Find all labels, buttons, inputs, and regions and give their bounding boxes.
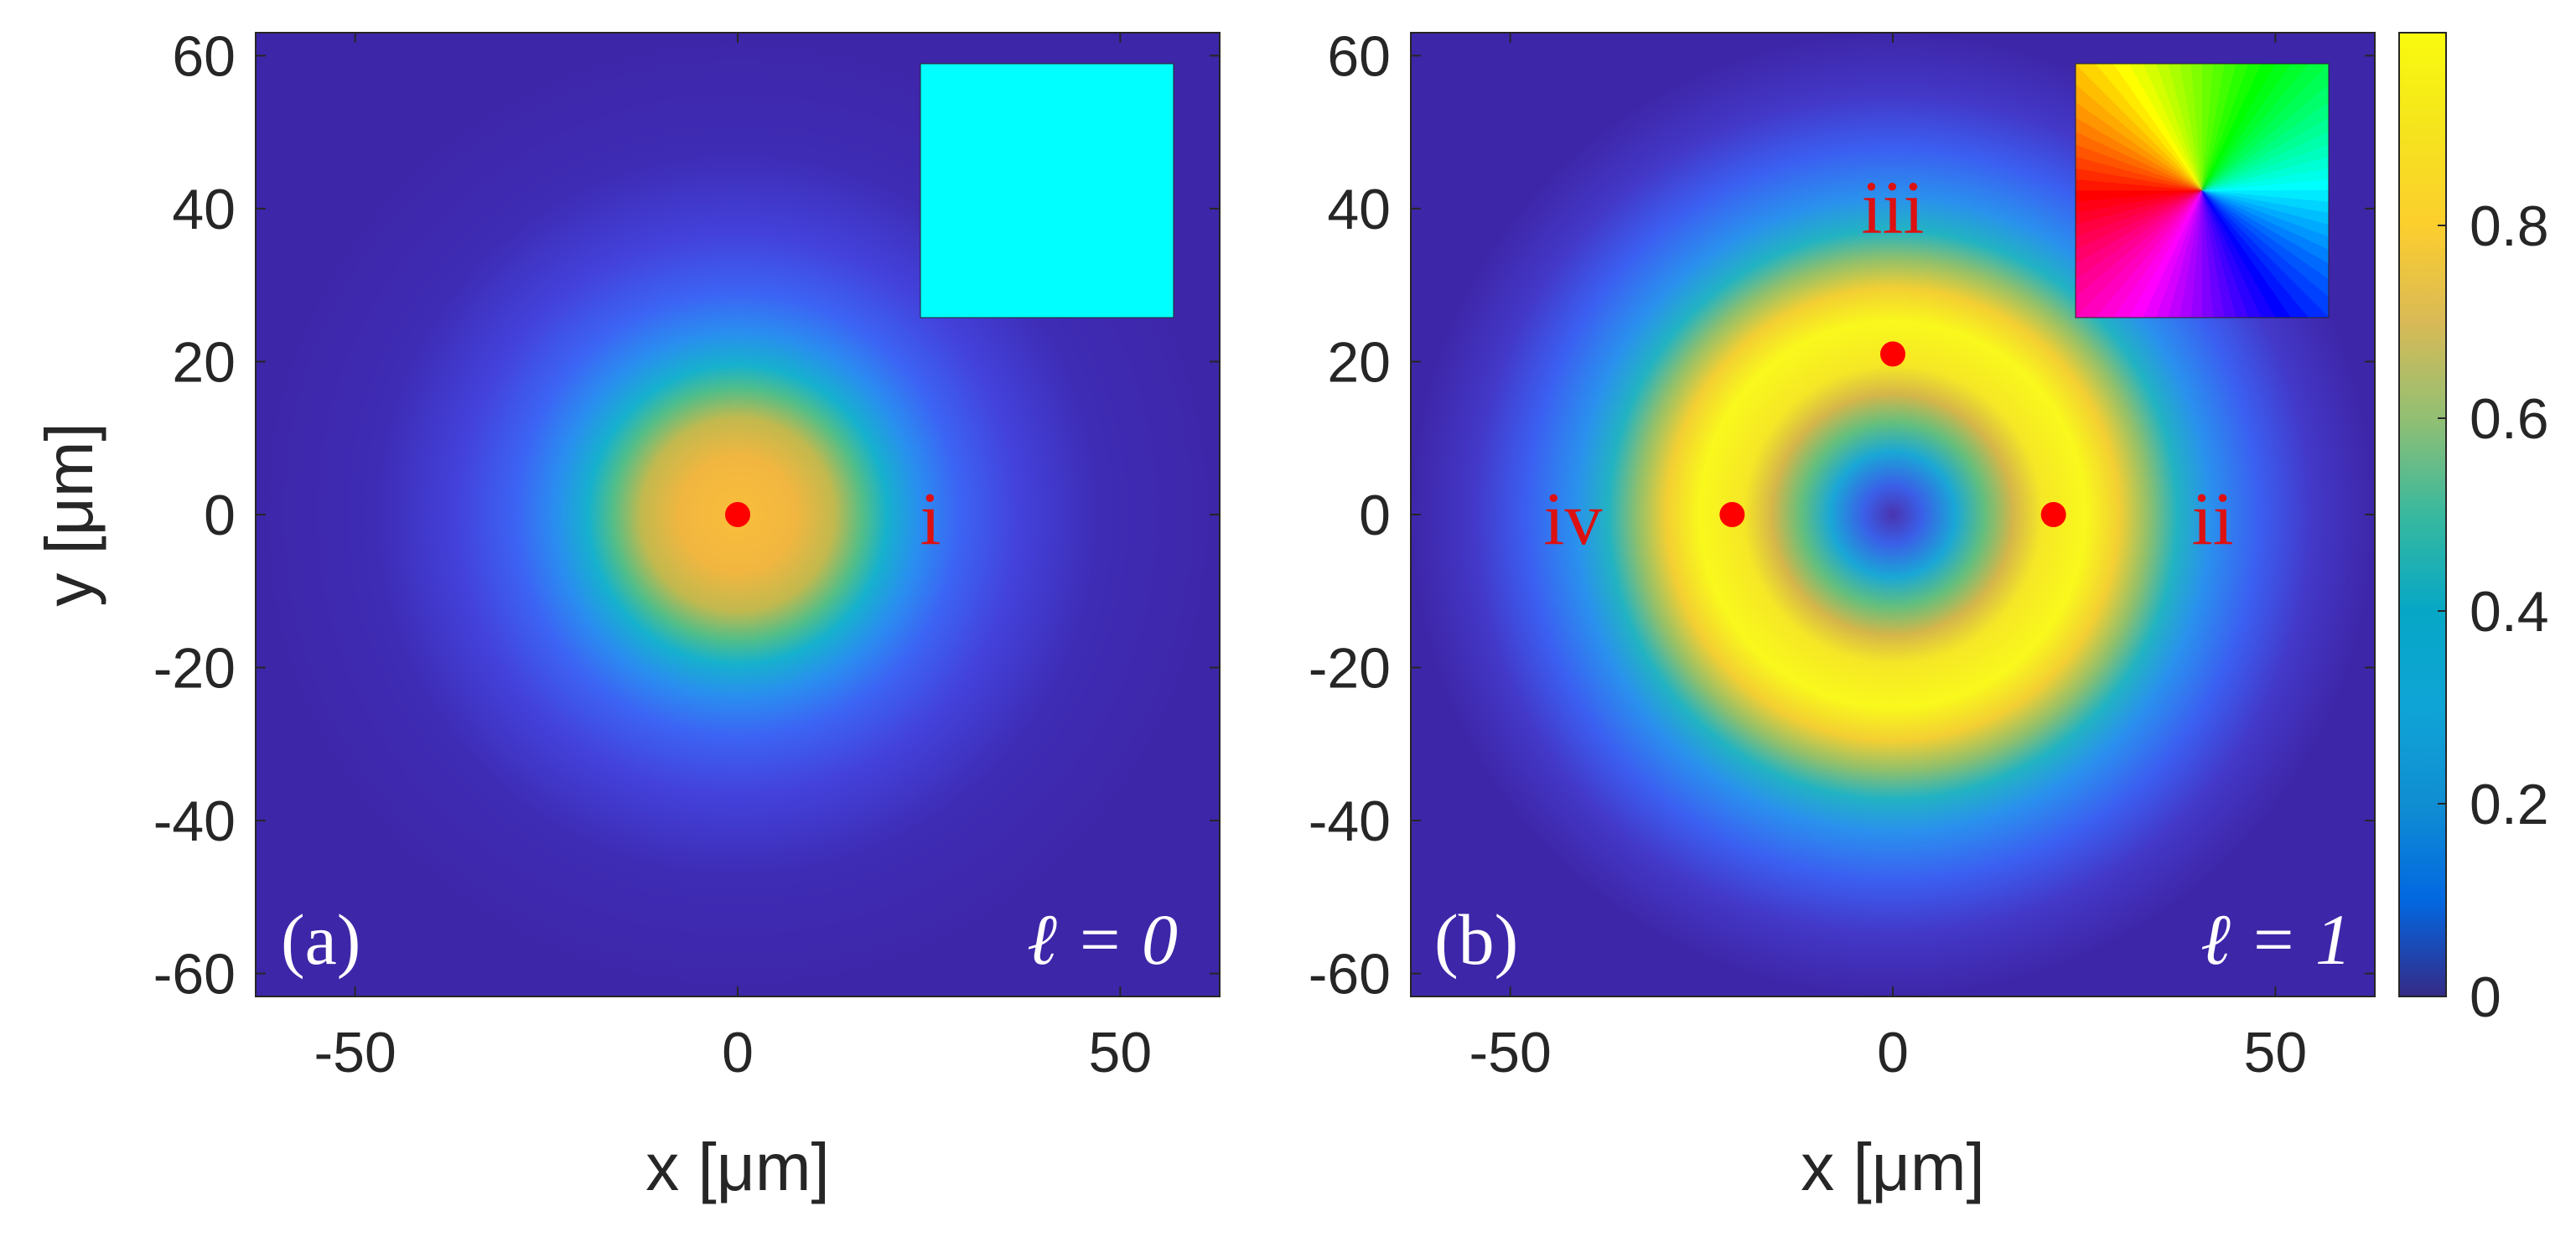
phase-wedge — [2128, 190, 2202, 318]
colorbar-tick-label: 0.4 — [2470, 580, 2549, 644]
phase-wedge — [2202, 64, 2276, 191]
phase-wedge — [2179, 64, 2202, 191]
phase-wedge — [2076, 168, 2202, 191]
phase-wedge — [2076, 179, 2202, 192]
y-tick-label: -60 — [1309, 943, 1391, 1007]
colorbar: 0 0.2 0.4 0.6 0.8 — [2398, 32, 2549, 1029]
phase-wedge — [2202, 190, 2329, 237]
phase-wedge — [2168, 190, 2202, 318]
mode-label-b: ℓ = 1 — [2200, 899, 2351, 980]
x-tick-label: -50 — [1469, 1021, 1552, 1084]
colorbar-ticks — [2438, 225, 2446, 997]
y-tick-labels-b: 60 40 20 0 -20 -40 -60 — [1309, 24, 1391, 1006]
phase-wedge — [2201, 64, 2214, 191]
phase-wedge — [2202, 190, 2329, 264]
y-tick-marks-a — [256, 54, 1220, 975]
phase-wedge — [2095, 190, 2202, 318]
y-tick-label: 20 — [1327, 330, 1391, 394]
y-tick-label: 20 — [172, 330, 236, 394]
phase-wedge — [2202, 64, 2262, 191]
phase-wedge — [2202, 64, 2309, 191]
y-tick-label: -20 — [1309, 637, 1391, 701]
x-tick-labels-b: -50 0 50 — [1469, 1021, 2308, 1084]
y-axis-label: y [μm] — [32, 422, 106, 606]
y-tick-labels-a: 60 40 20 0 -20 -40 -60 — [153, 24, 236, 1006]
y-tick-label: 40 — [1327, 178, 1391, 241]
phase-wedge — [2202, 64, 2329, 191]
point-marker-ii — [2040, 502, 2066, 527]
phase-wedge — [2076, 190, 2202, 318]
point-marker-i — [725, 502, 750, 527]
colorbar-tick-labels: 0 0.2 0.4 0.6 0.8 — [2470, 194, 2549, 1029]
phase-wedge — [2202, 190, 2329, 318]
x-axis-label-b: x [μm] — [1801, 1130, 1984, 1204]
x-tick-labels-a: -50 0 50 — [314, 1021, 1153, 1084]
colorbar-tick-label: 0.6 — [2470, 387, 2549, 451]
phase-wedge — [2202, 190, 2329, 225]
y-tick-label: 60 — [172, 24, 236, 88]
colorbar-tick-label: 0 — [2470, 965, 2501, 1029]
y-tick-label: -40 — [153, 789, 236, 853]
phase-inset-b-frame — [2075, 63, 2330, 318]
x-tick-label: 0 — [722, 1021, 754, 1084]
x-tick-label: 50 — [2244, 1021, 2308, 1084]
phase-wedge — [2076, 144, 2202, 191]
x-axis-label-a: x [μm] — [645, 1130, 829, 1204]
colorbar-gradient — [2398, 32, 2447, 997]
phase-wedge — [2143, 190, 2202, 318]
phase-wedge — [2202, 190, 2329, 280]
y-tick-label: 60 — [1327, 24, 1391, 88]
phase-wedge — [2202, 190, 2329, 214]
phase-wedge — [2190, 190, 2203, 318]
colorbar-tick-label: 0.8 — [2470, 194, 2549, 258]
phase-wedge — [2179, 190, 2202, 318]
phase-inset-b — [2076, 64, 2329, 318]
phase-inset-a — [920, 63, 1174, 318]
x-tick-label: -50 — [314, 1021, 397, 1084]
phase-wedge — [2202, 64, 2237, 191]
point-label-iii: iii — [1861, 166, 1924, 249]
phase-wedge — [2076, 157, 2202, 191]
y-tick-label: 0 — [1359, 484, 1391, 547]
phase-wedge — [2076, 101, 2202, 191]
panel-label-a: (a) — [281, 899, 360, 980]
y-tick-label: 0 — [204, 484, 236, 547]
panel-label-b: (b) — [1434, 899, 1518, 980]
phase-wedge — [2202, 189, 2329, 202]
point-marker-iii — [1880, 341, 1905, 367]
y-tick-marks-b — [1411, 54, 2375, 975]
phase-wedge — [2112, 190, 2202, 318]
point-label-iv: iv — [1543, 478, 1602, 561]
point-label-ii: ii — [2192, 478, 2234, 561]
phase-wedge — [2076, 64, 2202, 191]
x-tick-marks-a — [354, 33, 1122, 996]
point-marker-iv — [1719, 502, 1745, 527]
phase-wedge — [2076, 64, 2202, 191]
phase-wedge — [2076, 132, 2202, 191]
x-tick-label: 0 — [1877, 1021, 1909, 1084]
panel-a: -50 0 50 60 40 20 0 -20 -40 -60 i (a) ℓ = 0 x [μ… — [32, 24, 1221, 1204]
x-tick-marks-b — [1509, 33, 2277, 996]
colorbar-tick-label: 0.2 — [2470, 773, 2549, 836]
points-a: i — [725, 478, 941, 561]
phase-wedge — [2202, 190, 2329, 318]
y-tick-label: -60 — [153, 943, 236, 1007]
phase-wedge — [2076, 117, 2202, 191]
phase-wedge — [2202, 190, 2329, 250]
x-tick-label: 50 — [1089, 1021, 1153, 1084]
y-tick-label: 40 — [172, 178, 236, 241]
mode-label-a: ℓ = 0 — [1027, 899, 1178, 980]
y-tick-label: -40 — [1309, 789, 1391, 853]
phase-wheel-wedges — [2076, 64, 2329, 318]
y-tick-label: -20 — [153, 637, 236, 701]
phase-wedge — [2202, 64, 2225, 191]
point-label-i: i — [920, 478, 941, 561]
phase-wedge — [2202, 190, 2226, 318]
